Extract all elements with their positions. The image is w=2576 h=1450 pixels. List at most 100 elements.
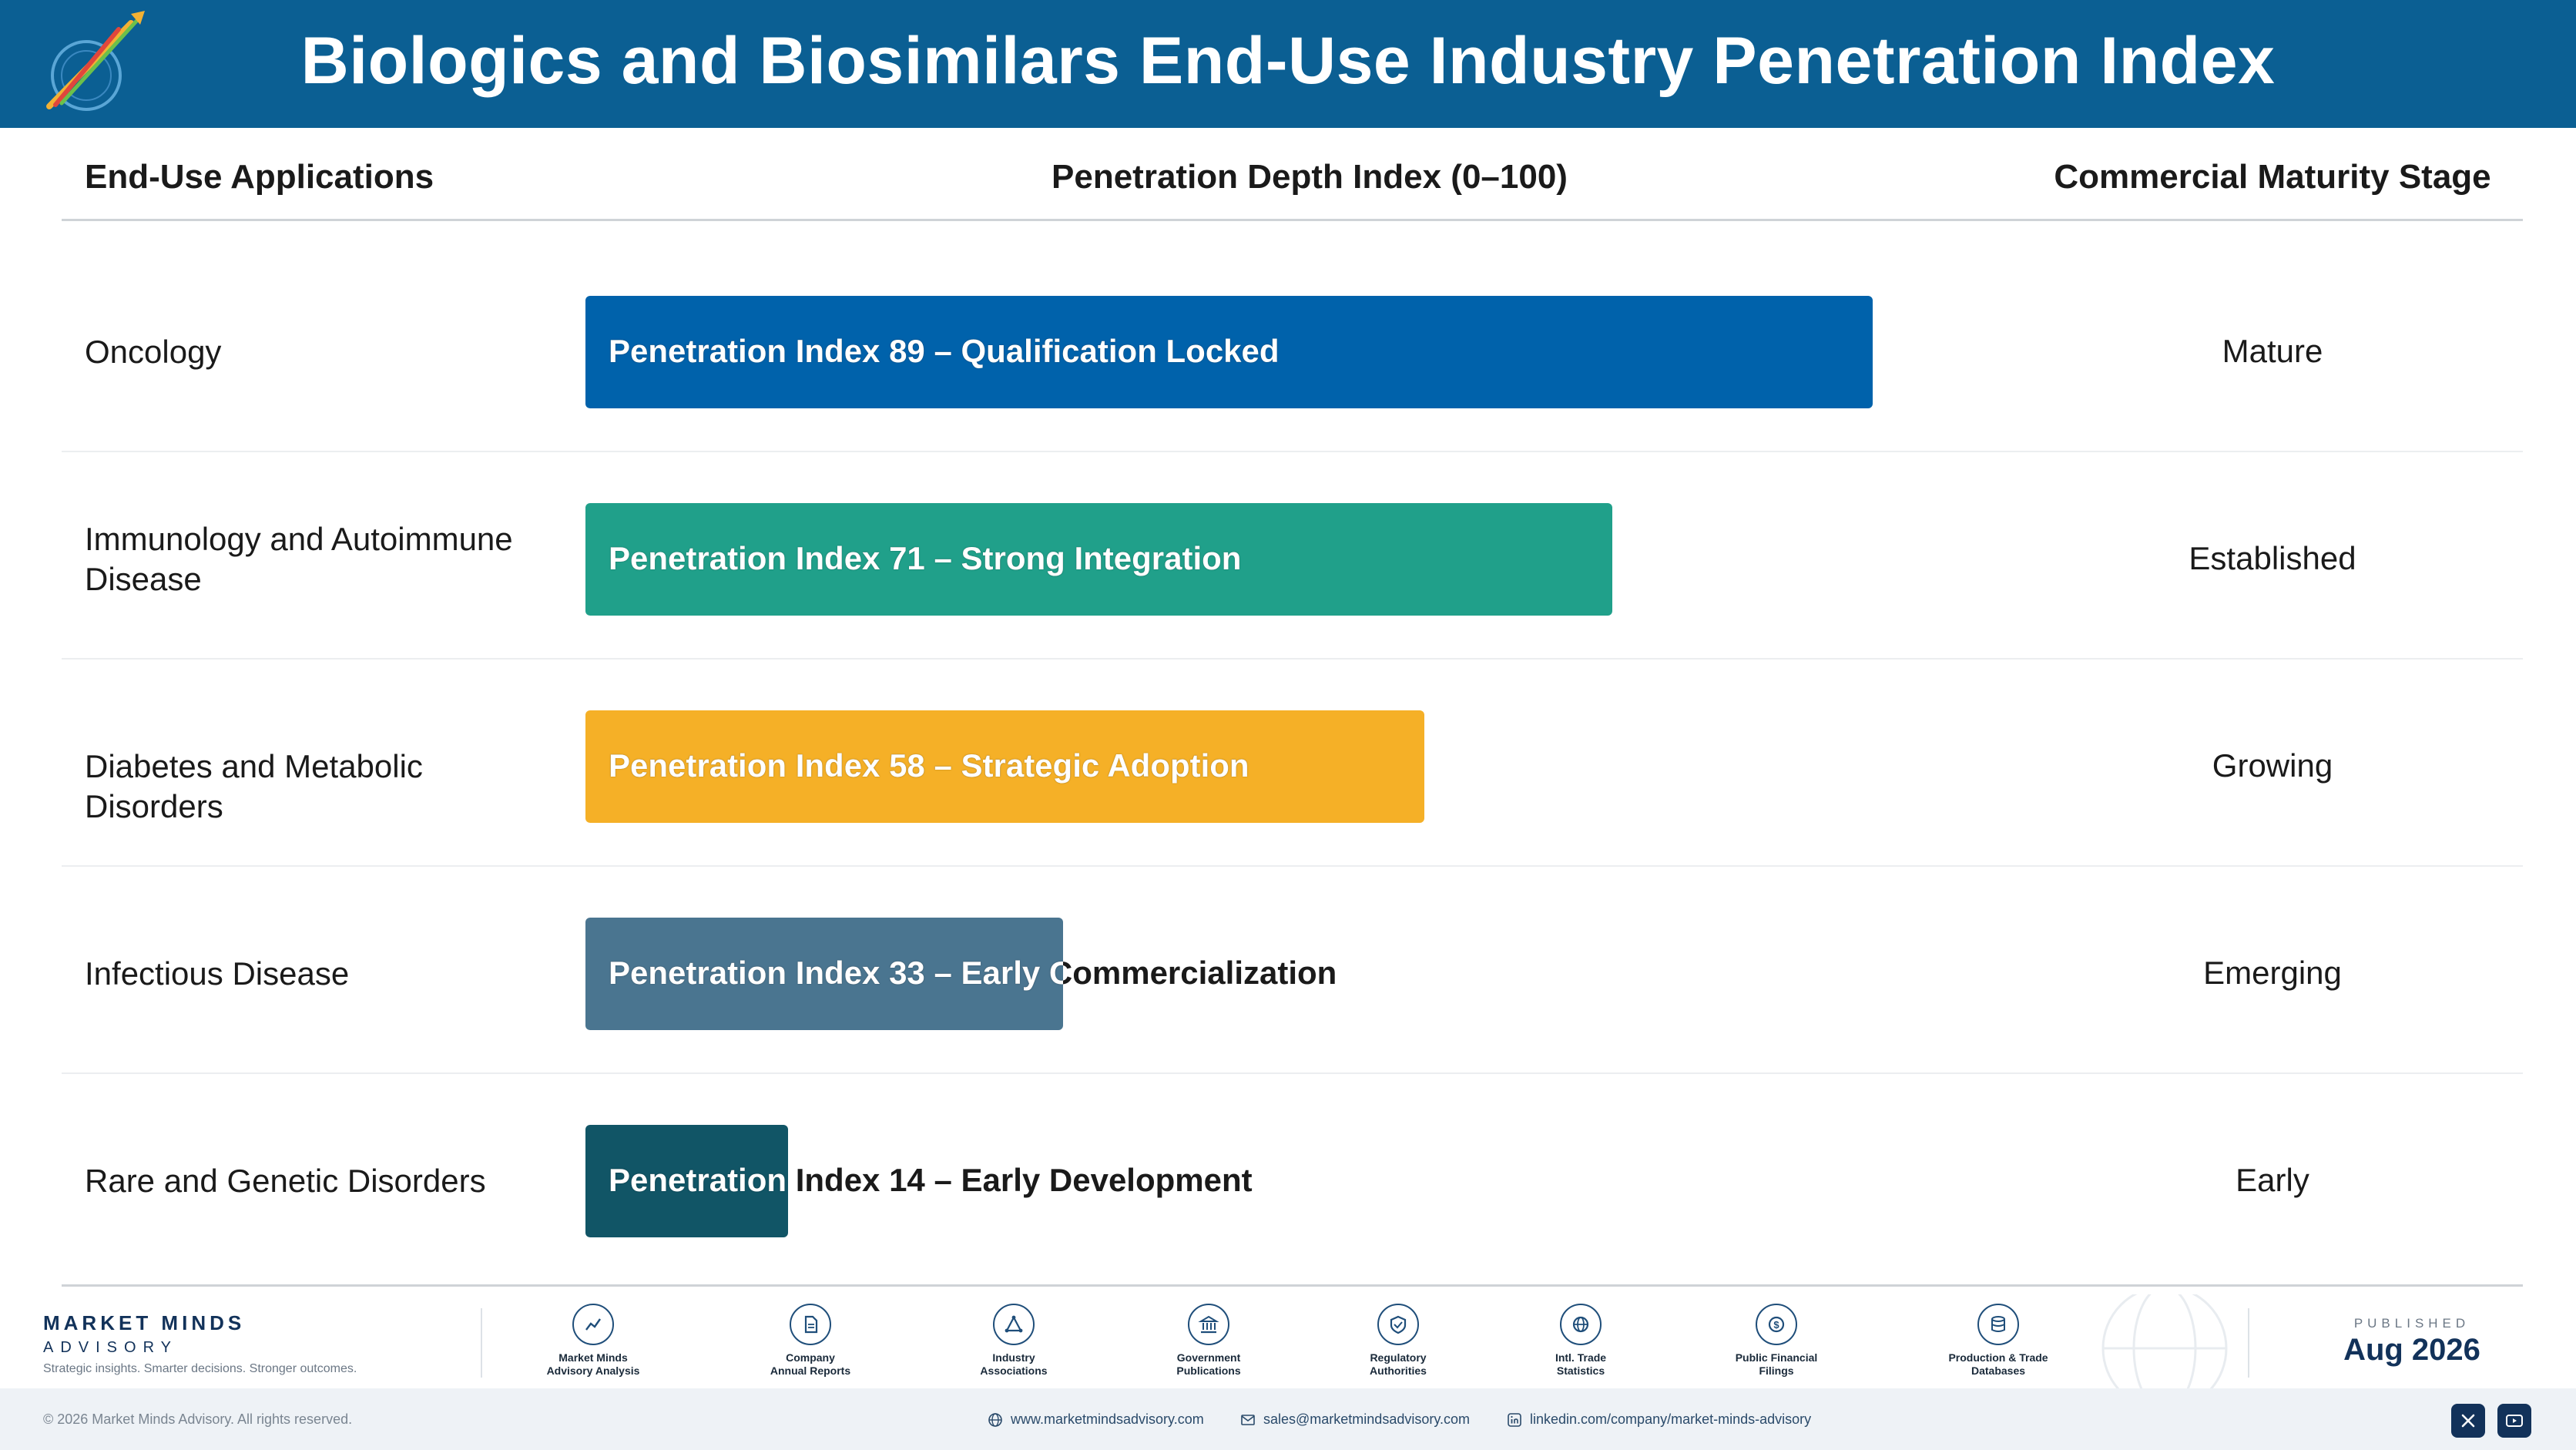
source-label: Market Minds Advisory Analysis [516, 1351, 670, 1378]
source-label-line2: Filings [1759, 1364, 1794, 1377]
source-label-line1: Regulatory [1370, 1351, 1427, 1364]
globe-icon [988, 1412, 1002, 1427]
website-link[interactable]: www.marketmindsadvisory.com [988, 1411, 1204, 1428]
source-label-line1: Industry [992, 1351, 1035, 1364]
row-divider [62, 1072, 2523, 1074]
bar-data-label: Penetration Index 33 – Early Commerciali… [609, 955, 1337, 991]
email-link[interactable]: sales@marketmindsadvisory.com [1240, 1411, 1470, 1428]
linkedin-link[interactable]: linkedin.com/company/market-minds-adviso… [1507, 1411, 1811, 1428]
youtube-social-button[interactable] [2497, 1404, 2531, 1438]
bar-label-clip: Penetration Index 33 – Early Commerciali… [585, 918, 1063, 1030]
category-label: Immunology and Autoimmune Disease [85, 521, 513, 597]
source-label-line1: Intl. Trade [1555, 1351, 1607, 1364]
source-label: Production & Trade Databases [1921, 1351, 2075, 1378]
source-label: Regulatory Authorities [1321, 1351, 1475, 1378]
footer-divider [481, 1308, 482, 1378]
page-title: Biologics and Biosimilars End-Use Indust… [300, 24, 2276, 98]
source-label: Intl. Trade Statistics [1504, 1351, 1658, 1378]
bottom-bar [0, 1388, 2576, 1450]
bar-5 [585, 1125, 788, 1237]
shield-check-icon [1377, 1304, 1419, 1345]
bar-data-label-inside: Penetration Index 33 – Early Commerciali… [609, 955, 1063, 991]
source-item: $ Public Financial Filings [1699, 1304, 1853, 1378]
maturity-stage-label: Established [2189, 540, 2356, 576]
brand-subtitle: ADVISORY [43, 1339, 178, 1356]
globe-icon [1560, 1304, 1602, 1345]
bar-data-label: Penetration Index 14 – Early Development [609, 1162, 1253, 1198]
footer-divider [2248, 1308, 2249, 1378]
maturity-stage-label: Mature [2222, 333, 2323, 369]
category-label: Infectious Disease [85, 955, 350, 992]
source-label: Industry Associations [937, 1351, 1091, 1378]
source-label-line1: Public Financial [1735, 1351, 1818, 1364]
maturity-stage-label: Emerging [2203, 955, 2342, 991]
source-label-line2: Authorities [1370, 1364, 1427, 1377]
column-header-applications: End-Use Applications [85, 158, 434, 196]
bar-2 [585, 503, 1612, 616]
header-banner: Biologics and Biosimilars End-Use Indust… [0, 0, 2576, 128]
footer [0, 1294, 2576, 1388]
bar-4 [585, 918, 1063, 1030]
published-label: PUBLISHED [2353, 1316, 2470, 1331]
source-label-line2: Databases [1971, 1364, 2026, 1377]
source-item: Production & Trade Databases [1921, 1304, 2075, 1378]
database-icon [1977, 1304, 2019, 1345]
source-label-line1: Government [1176, 1351, 1241, 1364]
source-label-line1: Production & Trade [1948, 1351, 2048, 1364]
maturity-stage-label: Growing [2212, 747, 2333, 784]
globe-watermark-icon [2101, 1294, 2228, 1388]
youtube-icon [2506, 1415, 2523, 1427]
brand-name: MARKET MINDS [43, 1311, 246, 1334]
svg-text:$: $ [1773, 1319, 1779, 1331]
x-logo-icon [2461, 1414, 2475, 1428]
source-label-line2: Advisory Analysis [546, 1364, 640, 1377]
source-label: Public Financial Filings [1699, 1351, 1853, 1378]
email-text: sales@marketmindsadvisory.com [1263, 1411, 1471, 1427]
source-item: Market Minds Advisory Analysis [516, 1304, 670, 1378]
bar-data-label: Penetration Index 58 – Strategic Adoptio… [609, 747, 1249, 784]
row-divider [62, 658, 2523, 660]
bar-label-clip: Penetration Index 71 – Strong Integratio… [585, 503, 1612, 616]
dollar-coin-icon: $ [1756, 1304, 1797, 1345]
bar-3 [585, 710, 1424, 823]
source-label-line2: Annual Reports [770, 1364, 851, 1377]
source-label-line1: Market Minds [558, 1351, 628, 1364]
bar-data-label-inside: Penetration Index 14 – Early Development [609, 1162, 788, 1198]
bar-label-clip: Penetration Index 14 – Early Development [585, 1125, 788, 1237]
source-label-line1: Company [786, 1351, 835, 1364]
published-date: Aug 2026 [2343, 1333, 2480, 1367]
bar-label-clip: Penetration Index 89 – Qualification Loc… [585, 296, 1873, 408]
maturity-stage-label: Early [2236, 1162, 2309, 1198]
chart-bottom-divider [62, 1284, 2523, 1287]
x-social-button[interactable] [2451, 1404, 2485, 1438]
linkedin-icon [1508, 1412, 1521, 1427]
mail-icon [1241, 1414, 1255, 1425]
government-building-icon [1188, 1304, 1229, 1345]
document-icon [790, 1304, 831, 1345]
linkedin-text: linkedin.com/company/market-minds-adviso… [1530, 1411, 1812, 1427]
bar-data-label-inside: Penetration Index 58 – Strategic Adoptio… [609, 747, 1249, 784]
copyright-text: © 2026 Market Minds Advisory. All rights… [43, 1411, 353, 1427]
row-divider [62, 865, 2523, 867]
company-logo [46, 11, 145, 111]
category-label: Rare and Genetic Disorders [85, 1163, 486, 1199]
bar-data-label-inside: Penetration Index 89 – Qualification Loc… [609, 333, 1280, 369]
bar-label-clip: Penetration Index 58 – Strategic Adoptio… [585, 710, 1424, 823]
source-label-line2: Publications [1176, 1364, 1241, 1377]
category-label: Oncology [85, 334, 222, 370]
website-text: www.marketmindsadvisory.com [1011, 1411, 1204, 1427]
source-label-line2: Associations [980, 1364, 1048, 1377]
brand-tagline: Strategic insights. Smarter decisions. S… [43, 1362, 357, 1375]
network-icon [993, 1304, 1035, 1345]
trend-chart-icon [572, 1304, 614, 1345]
source-label: Government Publications [1132, 1351, 1286, 1378]
category-label: Diabetes and Metabolic Disorders [85, 748, 423, 824]
source-label-line2: Statistics [1556, 1364, 1605, 1377]
row-divider [62, 451, 2523, 452]
source-item: Regulatory Authorities [1321, 1304, 1475, 1378]
source-item: Government Publications [1132, 1304, 1286, 1378]
source-item: Intl. Trade Statistics [1504, 1304, 1658, 1378]
source-label: Company Annual Reports [733, 1351, 887, 1378]
bar-data-label-inside: Penetration Index 71 – Strong Integratio… [609, 540, 1242, 576]
